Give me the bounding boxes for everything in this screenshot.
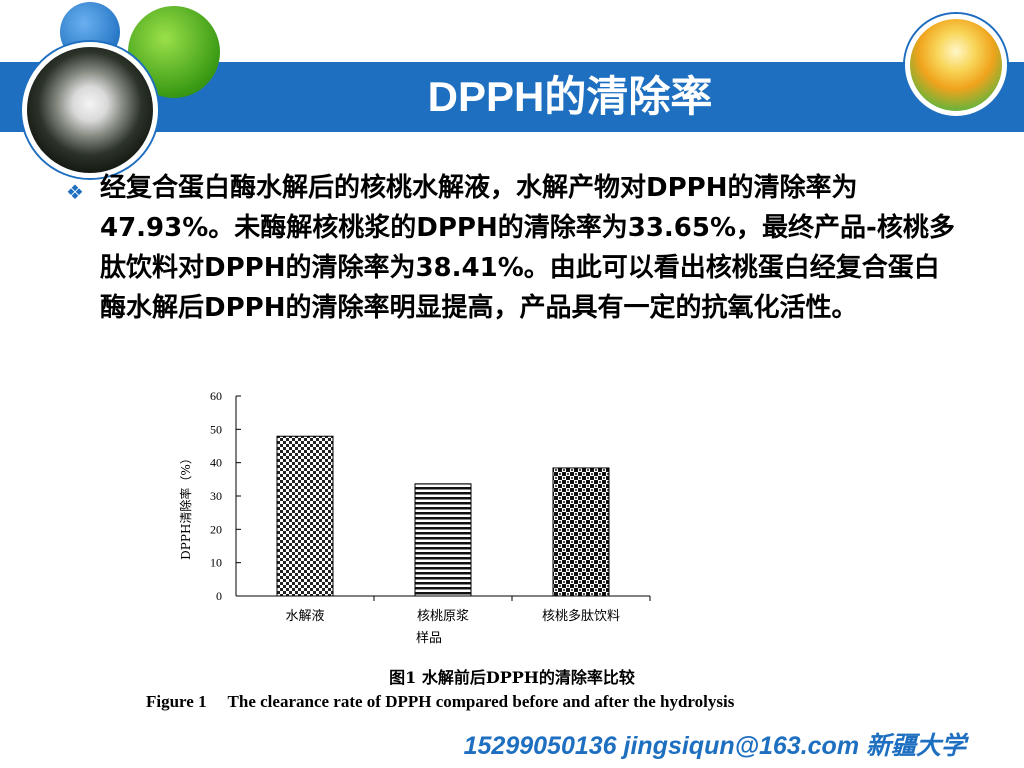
bar (414, 483, 472, 597)
bullet-paragraph: 经复合蛋白酶水解后的核桃水解液，水解产物对DPPH的清除率为47.93%。未酶解… (100, 173, 955, 323)
figure-caption-cn: 图1 水解前后DPPH的清除率比较 (389, 668, 635, 687)
y-tick-label: 40 (210, 456, 222, 470)
footer-contact: 15299050136 jingsiqun@163.com 新疆大学 (463, 732, 966, 760)
x-tick-label: 水解液 (285, 609, 324, 624)
slide-title: DPPH的清除率 (427, 73, 713, 120)
x-axis-title: 样品 (416, 631, 442, 646)
y-tick-label: 50 (210, 422, 222, 436)
y-tick-label: 60 (210, 389, 222, 403)
y-tick-label: 10 (210, 556, 222, 570)
x-tick-label: 核桃原浆 (417, 609, 469, 624)
dandelion-photo (22, 42, 158, 178)
y-tick-label: 0 (216, 589, 222, 603)
y-tick-label: 20 (210, 522, 222, 536)
figure-caption-en: Figure 1 The clearance rate of DPPH comp… (146, 692, 735, 711)
bar (552, 467, 610, 597)
bar (276, 435, 334, 597)
y-tick-label: 30 (210, 489, 222, 503)
bullet-diamond-icon: ❖ (66, 180, 84, 204)
x-tick-label: 核桃多肽饮料 (542, 608, 620, 624)
bar-chart: 0 10 20 30 40 50 60 水解液 核桃原浆 核桃多肽饮料样品 DPPH清除率（%） (166, 372, 660, 664)
y-axis-title: DPPH清除率（%） (178, 452, 193, 560)
flower-photo (905, 14, 1007, 116)
